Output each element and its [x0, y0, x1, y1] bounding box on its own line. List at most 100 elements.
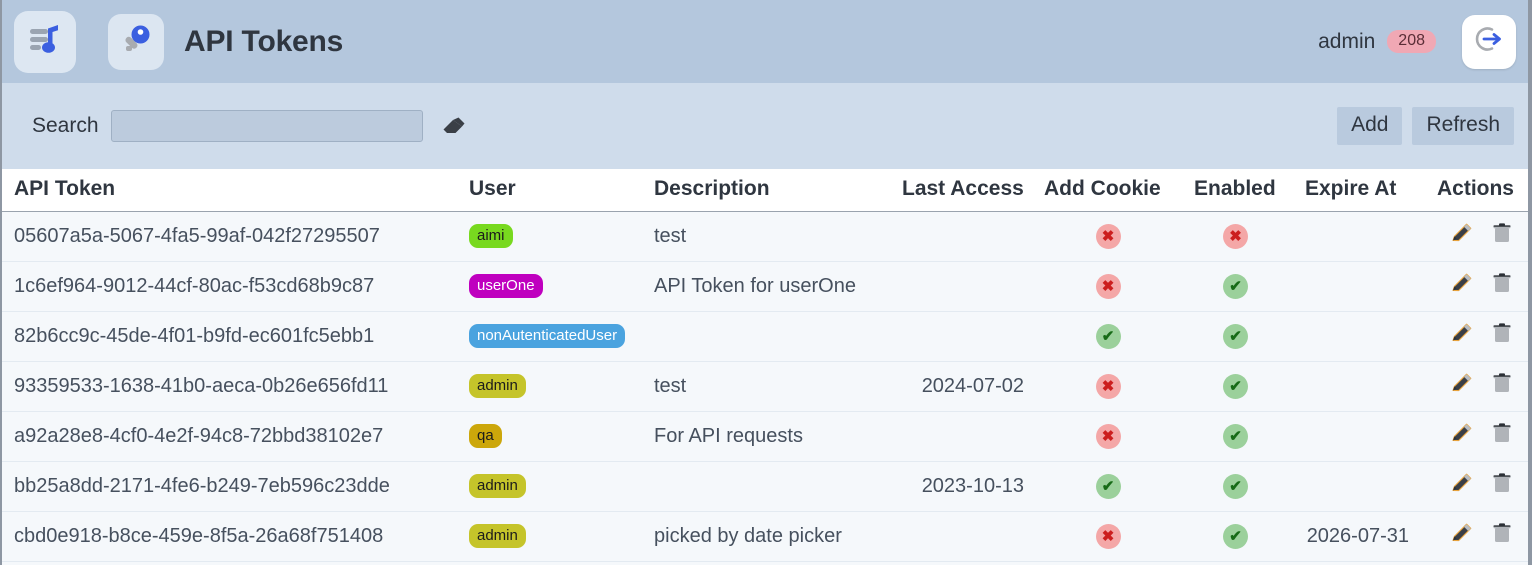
column-header-description[interactable]: Description: [642, 169, 890, 212]
delete-row-button[interactable]: [1490, 221, 1514, 245]
cell-last-access: [890, 411, 1038, 462]
search-input[interactable]: [110, 110, 423, 142]
cell-user: qa: [457, 411, 642, 462]
cell-enabled[interactable]: ✖: [1188, 211, 1293, 262]
cell-user: userOne: [457, 261, 642, 312]
cell-enabled[interactable]: ✔: [1188, 461, 1293, 512]
column-header-api-token[interactable]: API Token: [2, 169, 457, 212]
cell-add-cookie[interactable]: ✔: [1038, 311, 1188, 362]
trash-icon: [1490, 223, 1514, 248]
pencil-icon: [1450, 273, 1474, 298]
edit-row-button[interactable]: [1450, 271, 1474, 295]
cell-add-cookie[interactable]: ✖: [1038, 561, 1188, 565]
cell-user: nonAutenticatedUser: [457, 311, 642, 362]
cell-expire-at: [1293, 461, 1423, 512]
status-false-icon: ✖: [1095, 373, 1121, 399]
key-icon: [119, 22, 153, 61]
column-header-expire-at[interactable]: Expire At: [1293, 169, 1423, 212]
app-logo[interactable]: [14, 10, 76, 73]
cell-expire-at: [1293, 361, 1423, 412]
table-row[interactable]: cbd0e918-b8ce-459e-8f5a-26a68f751408 admi…: [2, 511, 1530, 562]
edit-row-button[interactable]: [1450, 371, 1474, 395]
pencil-icon: [1450, 223, 1474, 248]
tokens-table-container: API Token User Description Last Access A…: [2, 169, 1530, 565]
cell-description: [642, 561, 890, 565]
cell-actions: [1423, 361, 1530, 412]
status-true-icon: ✔: [1095, 473, 1121, 499]
toolbar: Search Add Refresh: [2, 83, 1530, 169]
cell-add-cookie[interactable]: ✖: [1038, 411, 1188, 462]
logout-button[interactable]: [1462, 14, 1516, 69]
cell-add-cookie[interactable]: ✖: [1038, 511, 1188, 562]
trash-icon: [1490, 523, 1514, 548]
delete-row-button[interactable]: [1490, 471, 1514, 495]
edit-row-button[interactable]: [1450, 521, 1474, 545]
window-scrollbar[interactable]: [1528, 0, 1530, 565]
delete-row-button[interactable]: [1490, 521, 1514, 545]
cell-enabled[interactable]: ✔: [1188, 311, 1293, 362]
cell-add-cookie[interactable]: ✖: [1038, 361, 1188, 412]
row-action-group: [1450, 221, 1514, 245]
table-head: API Token User Description Last Access A…: [2, 169, 1530, 212]
column-header-enabled[interactable]: Enabled: [1188, 169, 1293, 212]
refresh-button[interactable]: Refresh: [1412, 107, 1514, 145]
delete-row-button[interactable]: [1490, 271, 1514, 295]
user-badge: nonAutenticatedUser: [469, 324, 626, 348]
delete-row-button[interactable]: [1490, 321, 1514, 345]
edit-row-button[interactable]: [1450, 321, 1474, 345]
user-badge: qa: [469, 424, 502, 448]
cell-enabled[interactable]: ✔: [1188, 411, 1293, 462]
column-header-user[interactable]: User: [457, 169, 642, 212]
delete-row-button[interactable]: [1490, 371, 1514, 395]
row-action-group: [1450, 271, 1514, 295]
status-false-icon: ✖: [1095, 423, 1121, 449]
table-row[interactable]: a92a28e8-4cf0-4e2f-94c8-72bbd38102e7 qa Fo…: [2, 411, 1530, 462]
status-true-icon: ✔: [1223, 373, 1248, 399]
tokens-table: API Token User Description Last Access A…: [2, 169, 1530, 565]
column-header-last-access[interactable]: Last Access: [890, 169, 1038, 212]
cell-api-token: cbd0e918-b8ce-459e-8f5a-26a68f751408: [2, 511, 457, 562]
status-false-icon: ✖: [1095, 273, 1121, 299]
cell-expire-at: [1293, 311, 1423, 362]
status-true-icon: ✔: [1223, 423, 1248, 449]
search-label: Search: [32, 114, 99, 137]
cell-actions: [1423, 311, 1530, 362]
pencil-icon: [1450, 523, 1474, 548]
cell-enabled[interactable]: ✔: [1188, 511, 1293, 562]
trash-icon: [1490, 323, 1514, 348]
cell-actions: [1423, 211, 1530, 262]
cell-last-access: [890, 311, 1038, 362]
trash-icon: [1490, 373, 1514, 398]
user-badge: admin: [469, 474, 526, 498]
pencil-icon: [1450, 423, 1474, 448]
table-row[interactable]: 82b6cc9c-45de-4f01-b9fd-ec601fc5ebb1 nonA…: [2, 311, 1530, 362]
edit-row-button[interactable]: [1450, 421, 1474, 445]
cell-add-cookie[interactable]: ✖: [1038, 211, 1188, 262]
cell-expire-at: [1293, 211, 1423, 262]
cell-enabled[interactable]: ✔: [1188, 561, 1293, 565]
cell-user: kanban_admin: [457, 561, 642, 565]
edit-row-button[interactable]: [1450, 221, 1474, 245]
delete-row-button[interactable]: [1490, 421, 1514, 445]
user-badge: admin: [469, 524, 526, 548]
cell-add-cookie[interactable]: ✔: [1038, 461, 1188, 512]
user-badge: aimi: [469, 224, 513, 248]
status-false-icon: ✖: [1095, 223, 1121, 249]
table-row[interactable]: 93359533-1638-41b0-aeca-0b26e656fd11 admi…: [2, 361, 1530, 412]
pencil-icon: [1450, 473, 1474, 498]
cell-enabled[interactable]: ✔: [1188, 261, 1293, 312]
cell-api-token: cbd53b22-2a4e-4b2f-8d7e-cffd28ea1e60: [2, 561, 457, 565]
edit-row-button[interactable]: [1450, 471, 1474, 495]
add-button[interactable]: Add: [1337, 107, 1403, 145]
table-row[interactable]: 1c6ef964-9012-44cf-80ac-f53cd68b9c87 user…: [2, 261, 1530, 312]
table-row[interactable]: bb25a8dd-2171-4fe6-b249-7eb596c23dde admi…: [2, 461, 1530, 512]
cell-enabled[interactable]: ✔: [1188, 361, 1293, 412]
table-row[interactable]: cbd53b22-2a4e-4b2f-8d7e-cffd28ea1e60kanb…: [2, 561, 1530, 565]
column-header-add-cookie[interactable]: Add Cookie: [1038, 169, 1188, 212]
table-row[interactable]: 05607a5a-5067-4fa5-99af-042f27295507 aimi…: [2, 211, 1530, 262]
clear-search-button[interactable]: [439, 112, 467, 140]
cell-last-access: [890, 511, 1038, 562]
status-true-icon: ✔: [1095, 323, 1121, 349]
cell-add-cookie[interactable]: ✖: [1038, 261, 1188, 312]
